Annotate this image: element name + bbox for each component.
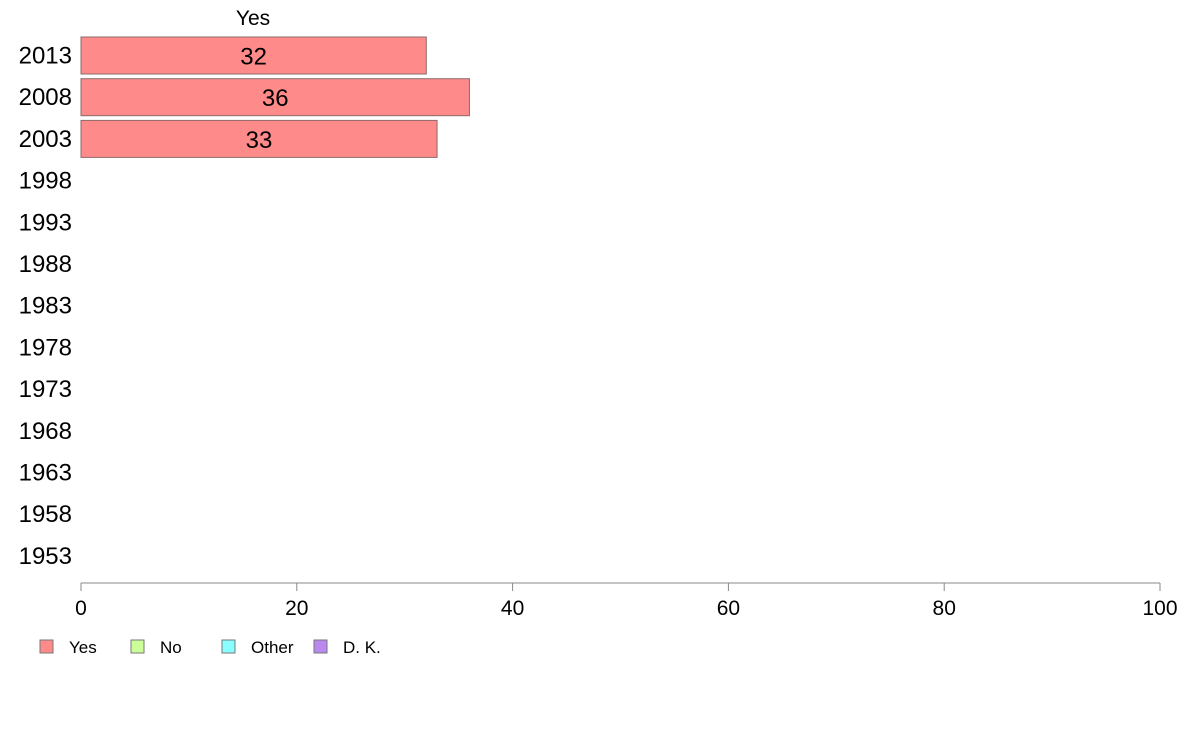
y-tick-label: 1958: [19, 501, 72, 528]
legend-label: D. K.: [343, 638, 381, 657]
y-tick-label: 1968: [19, 418, 72, 445]
x-tick-label: 80: [933, 597, 956, 620]
x-tick-label: 20: [285, 597, 308, 620]
y-tick-label: 2013: [19, 43, 72, 70]
legend-swatch: [130, 639, 145, 654]
x-tick-label: 100: [1142, 597, 1177, 620]
x-axis: 0 20 40 60 80 100: [75, 582, 1178, 620]
x-tick-label: 60: [717, 597, 740, 620]
legend-swatch: [39, 639, 54, 654]
y-tick-label: 2003: [19, 126, 72, 153]
y-tick-label: 1953: [19, 543, 72, 570]
bar: [80, 78, 470, 117]
x-tick-label: 0: [75, 597, 87, 620]
bars-group: 32 36 33: [80, 36, 470, 158]
legend-label: Yes: [69, 638, 97, 657]
bar: [80, 36, 427, 75]
x-tick-label: 40: [501, 597, 524, 620]
y-axis-labels: 2013 2008 2003 1998 1993 1988 1983 1978 1973 1968…: [19, 43, 72, 570]
bar-value-label: 36: [262, 85, 289, 112]
legend-label: Other: [251, 638, 294, 657]
y-tick-label: 2008: [19, 84, 72, 111]
y-tick-label: 1988: [19, 251, 72, 278]
legend: Yes No Other D. K.: [39, 638, 381, 657]
y-tick-label: 1973: [19, 376, 72, 403]
bar-value-label: 33: [246, 127, 273, 154]
legend-swatch: [313, 639, 328, 654]
y-tick-label: 1998: [19, 168, 72, 195]
y-tick-label: 1983: [19, 293, 72, 320]
bar-value-label: 32: [240, 44, 267, 71]
y-tick-label: 1978: [19, 334, 72, 361]
legend-swatch: [221, 639, 236, 654]
y-tick-label: 1963: [19, 460, 72, 487]
legend-label: No: [160, 638, 182, 657]
y-tick-label: 1993: [19, 209, 72, 236]
bar: [80, 119, 438, 158]
column-header: Yes: [236, 7, 270, 30]
